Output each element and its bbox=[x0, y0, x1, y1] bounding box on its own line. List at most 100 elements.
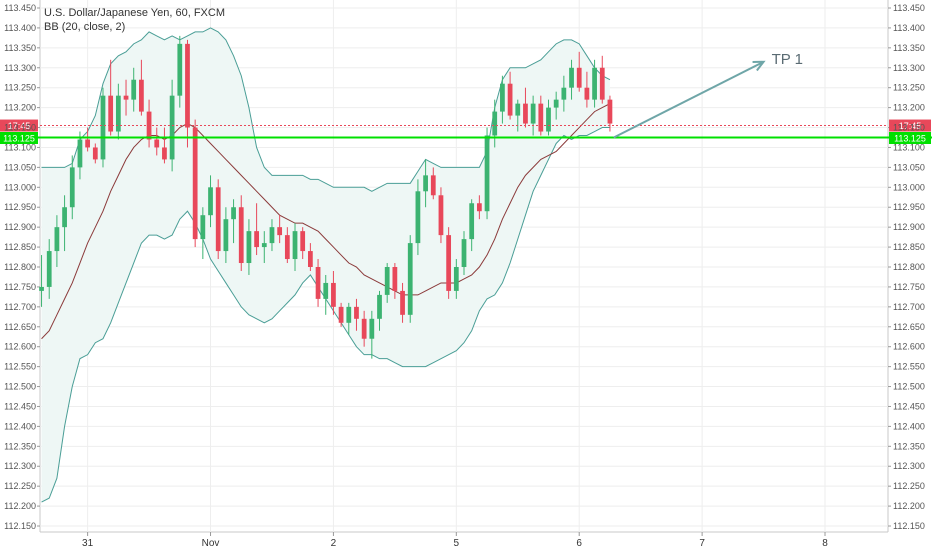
symbol-title[interactable]: U.S. Dollar/Japanese Yen, 60, FXCM bbox=[44, 7, 225, 19]
candle bbox=[377, 290, 382, 331]
candle-body bbox=[254, 231, 259, 248]
candle bbox=[407, 235, 413, 323]
y-tick-label-right: 113.000 bbox=[893, 182, 925, 192]
candle bbox=[185, 39, 190, 148]
y-tick-label-right: 113.150 bbox=[893, 123, 925, 133]
candle-body bbox=[77, 139, 83, 168]
candle bbox=[200, 207, 206, 260]
candle bbox=[69, 155, 75, 220]
candle bbox=[177, 35, 183, 108]
candle-body bbox=[569, 67, 574, 88]
candle-body bbox=[323, 282, 329, 299]
candle bbox=[361, 310, 367, 347]
candle bbox=[438, 187, 444, 244]
x-tick-label: 5 bbox=[454, 538, 460, 549]
candle-body bbox=[169, 95, 175, 160]
last-price-tag-right-text: 17:45 bbox=[899, 121, 922, 131]
candle bbox=[123, 79, 129, 116]
candle-body bbox=[407, 243, 413, 315]
candle bbox=[261, 231, 267, 264]
y-tick-label-right: 112.700 bbox=[893, 302, 925, 312]
candle bbox=[284, 227, 290, 264]
candle-body bbox=[39, 286, 44, 291]
x-tick-label: 31 bbox=[82, 538, 94, 549]
y-tick-label-left: 112.400 bbox=[4, 421, 36, 431]
candle-body bbox=[377, 294, 382, 319]
basis-line bbox=[41, 103, 611, 340]
y-axis-right[interactable]: 113.450 113.400 113.350 113.300 113.250 113.2… bbox=[893, 3, 925, 531]
y-tick-label-left: 112.200 bbox=[4, 501, 36, 511]
candle bbox=[538, 95, 544, 136]
candle bbox=[500, 75, 505, 124]
y-tick-label-right: 112.850 bbox=[893, 242, 925, 252]
candle bbox=[277, 215, 283, 244]
candle-body bbox=[261, 243, 267, 248]
candle bbox=[92, 143, 98, 164]
y-tick-label-right: 112.250 bbox=[893, 481, 925, 491]
candle bbox=[354, 298, 359, 331]
candle bbox=[62, 195, 67, 252]
tp-arrow-shaft bbox=[613, 60, 765, 139]
y-tick-label-left: 112.250 bbox=[4, 481, 36, 491]
candle-body bbox=[392, 267, 398, 291]
candle-body bbox=[476, 203, 482, 212]
candle bbox=[131, 67, 137, 112]
candle bbox=[100, 87, 106, 168]
candle-body bbox=[546, 107, 551, 132]
candle bbox=[338, 302, 344, 327]
candle-body bbox=[538, 103, 544, 132]
indicator-title[interactable]: BB (20, close, 2) bbox=[44, 21, 126, 33]
y-tick-label-right: 112.900 bbox=[893, 222, 925, 232]
candle bbox=[300, 227, 306, 260]
candle bbox=[384, 263, 390, 303]
candle-body bbox=[192, 127, 198, 240]
candle-body bbox=[246, 231, 252, 264]
x-axis[interactable]: 31 Nov 2 5 6 7 8 bbox=[82, 538, 828, 549]
candle-body bbox=[139, 79, 144, 112]
candle-body bbox=[154, 139, 160, 148]
candle bbox=[369, 310, 375, 359]
x-tick-label: 7 bbox=[699, 538, 705, 549]
candle bbox=[238, 195, 244, 271]
y-tick-label-right: 112.800 bbox=[893, 262, 925, 272]
y-tick-label-left: 112.350 bbox=[4, 441, 36, 451]
candle bbox=[569, 59, 574, 100]
y-tick-label-left: 112.950 bbox=[4, 202, 36, 212]
candle-body bbox=[108, 95, 114, 132]
candle bbox=[39, 255, 44, 307]
level-tag-left: 113.125 bbox=[0, 131, 38, 144]
candle bbox=[461, 231, 467, 275]
y-tick-label-left: 112.700 bbox=[4, 302, 36, 312]
candle bbox=[507, 71, 513, 120]
y-tick-label-left: 113.050 bbox=[4, 162, 36, 172]
last-price-tag-right-bg bbox=[889, 119, 931, 132]
candle-body bbox=[415, 191, 421, 244]
candle bbox=[453, 259, 459, 299]
y-tick-label-right: 112.400 bbox=[893, 421, 925, 431]
candle bbox=[423, 159, 428, 208]
candle bbox=[54, 215, 60, 268]
y-tick-label-right: 113.100 bbox=[893, 142, 925, 152]
candle bbox=[584, 71, 590, 108]
candle-body bbox=[208, 187, 213, 216]
candle bbox=[85, 127, 91, 152]
candle-body bbox=[54, 227, 60, 252]
candle bbox=[469, 199, 475, 252]
level-tag-right-bg bbox=[889, 131, 931, 144]
candle bbox=[484, 127, 490, 220]
y-tick-label-right: 113.350 bbox=[893, 43, 925, 53]
candle bbox=[553, 91, 559, 120]
candle-body bbox=[492, 111, 498, 136]
candle-body bbox=[461, 239, 467, 268]
x-tick-label: 2 bbox=[331, 538, 337, 549]
y-tick-label-left: 113.300 bbox=[4, 63, 36, 73]
candle-body bbox=[238, 207, 244, 264]
tp-annotation-label: TP 1 bbox=[772, 51, 803, 68]
candle bbox=[108, 59, 114, 136]
candle-body bbox=[453, 267, 459, 291]
level-tag-left-bg bbox=[0, 131, 38, 144]
candle-body bbox=[346, 306, 352, 323]
candle-body bbox=[500, 83, 505, 112]
y-tick-label-left: 112.800 bbox=[4, 262, 36, 272]
